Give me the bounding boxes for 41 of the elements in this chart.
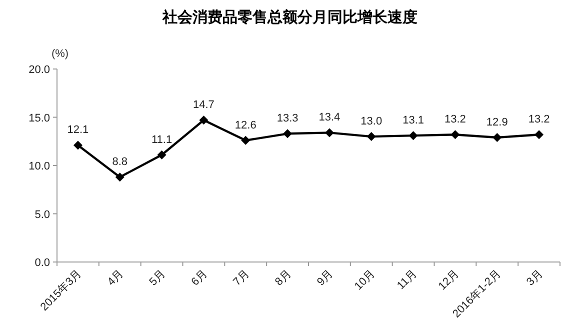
point (115, 172, 124, 182)
data-label: 12.9 (486, 116, 508, 129)
data-label: 13.0 (360, 116, 382, 128)
point (283, 129, 292, 138)
point (73, 140, 82, 150)
point (157, 150, 166, 160)
point (408, 131, 418, 140)
data-label: 11.1 (152, 134, 172, 146)
point (492, 133, 502, 142)
ytick: 5.0 (34, 208, 50, 221)
data-label: 13.2 (444, 114, 466, 126)
xtick: 12月 (436, 268, 462, 293)
ytick: 15.0 (28, 112, 50, 124)
ytick: 10.0 (28, 160, 50, 172)
ylabel: (%) (51, 48, 69, 60)
xtick: 11月 (395, 268, 420, 292)
xtick: 4月 (105, 268, 126, 288)
xtick: 3月 (524, 268, 546, 288)
data-label: 13.1 (402, 114, 424, 127)
point (366, 132, 376, 142)
point (450, 130, 460, 140)
point (324, 128, 334, 138)
data-label: 8.8 (112, 156, 128, 168)
data-label: 13.2 (528, 114, 550, 126)
data-label: 14.7 (193, 99, 214, 112)
data-label: 12.1 (67, 124, 89, 136)
xtick: 9月 (314, 268, 336, 288)
title: 社会消费品零售总额分月同比增长速度 (162, 8, 418, 26)
data-label: 13.4 (318, 112, 340, 124)
xtick: 10月 (352, 268, 378, 293)
xtick: 6月 (189, 268, 210, 288)
xtick: 5月 (147, 268, 168, 288)
point (199, 116, 208, 125)
data-label: 12.6 (234, 119, 256, 132)
ytick: 20.0 (28, 64, 50, 76)
xtick: 7月 (231, 268, 252, 288)
data-label: 13.3 (276, 112, 298, 125)
xtick: 8月 (273, 268, 294, 288)
point (241, 136, 250, 145)
ytick: 0.0 (34, 257, 50, 269)
point (534, 130, 544, 140)
